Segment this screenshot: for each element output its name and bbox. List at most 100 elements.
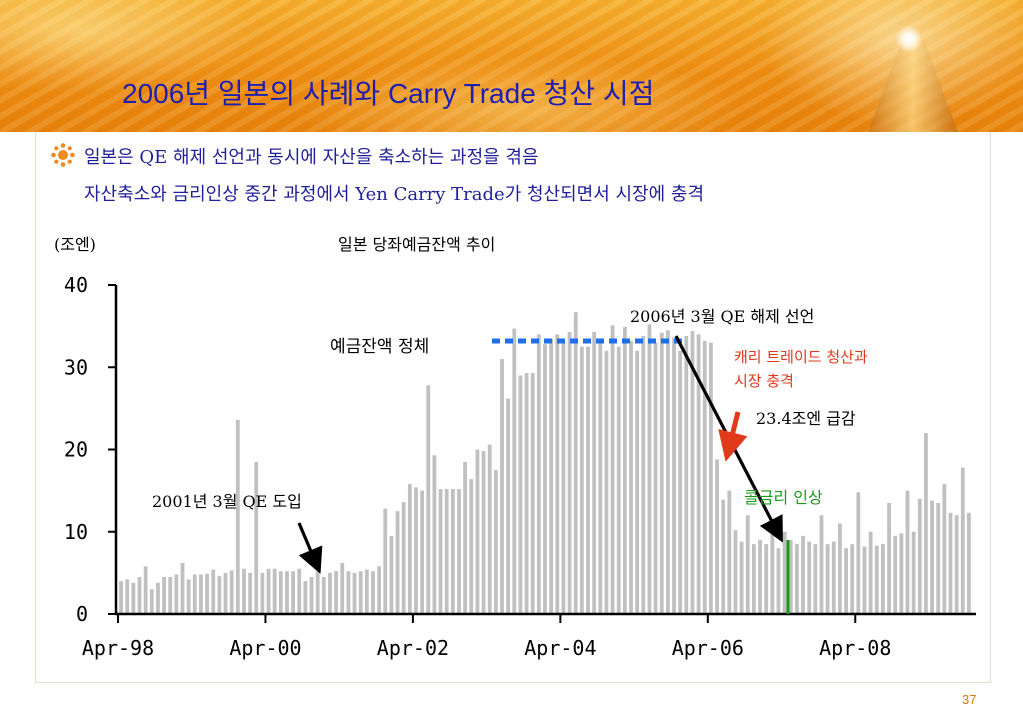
bar bbox=[481, 451, 486, 614]
bar bbox=[235, 419, 240, 614]
x-tick-label: Apr-00 bbox=[229, 636, 301, 660]
bar bbox=[174, 574, 179, 614]
bar bbox=[856, 492, 861, 614]
bar bbox=[758, 539, 762, 614]
bar bbox=[364, 569, 369, 614]
bar bbox=[641, 336, 646, 614]
bar bbox=[881, 544, 885, 614]
bar bbox=[616, 346, 621, 614]
bar bbox=[899, 533, 904, 614]
y-tick-label: 20 bbox=[64, 438, 88, 462]
bar bbox=[352, 572, 357, 615]
bar bbox=[506, 398, 511, 614]
chart-title: 일본 당좌예금잔액 추이 bbox=[338, 235, 495, 254]
bar bbox=[371, 571, 375, 614]
bar bbox=[395, 511, 400, 614]
bar bbox=[248, 572, 252, 615]
bar bbox=[457, 488, 461, 614]
bar bbox=[543, 344, 547, 614]
qe-end-label: 2006년 3월 QE 해제 선언 bbox=[630, 307, 814, 326]
bar bbox=[647, 324, 652, 614]
x-tick-label: Apr-08 bbox=[819, 636, 891, 660]
carry-unwind-label-line1: 캐리 트레이드 청산과 bbox=[734, 348, 868, 366]
bar bbox=[328, 572, 332, 615]
bar bbox=[960, 467, 965, 614]
x-tick-label: Apr-06 bbox=[672, 636, 744, 660]
bar bbox=[199, 574, 203, 614]
bar bbox=[518, 375, 523, 614]
bar bbox=[942, 484, 947, 614]
y-tick-label: 40 bbox=[64, 273, 88, 297]
bar bbox=[414, 487, 418, 614]
bar bbox=[450, 488, 455, 614]
sun-bullet-icon bbox=[51, 143, 75, 167]
bar bbox=[862, 546, 867, 614]
bar bbox=[567, 331, 572, 614]
bar bbox=[936, 502, 941, 614]
bar bbox=[604, 350, 609, 614]
bar bbox=[180, 563, 185, 614]
bar bbox=[917, 498, 922, 614]
bar bbox=[905, 490, 910, 615]
slide-title: 2006년 일본의 사례와 Carry Trade 청산 시점 bbox=[122, 78, 655, 109]
bar bbox=[285, 571, 289, 614]
bar bbox=[272, 568, 277, 614]
bar bbox=[168, 576, 173, 614]
bar bbox=[838, 523, 842, 614]
bar bbox=[149, 589, 154, 614]
stagnation-label: 예금잔액 정체 bbox=[330, 337, 429, 357]
bar bbox=[721, 499, 726, 614]
bar bbox=[659, 332, 664, 614]
bar bbox=[690, 331, 695, 614]
bar bbox=[444, 488, 449, 614]
bar bbox=[119, 581, 123, 614]
y-tick-label: 0 bbox=[76, 602, 88, 626]
bullet-text-2: 자산축소와 금리인상 중간 과정에서 Yen Carry Trade가 청산되면… bbox=[84, 184, 705, 205]
bar bbox=[242, 568, 246, 614]
y-axis-ticks: 0 10 20 30 40 bbox=[64, 273, 116, 626]
bar bbox=[463, 461, 468, 614]
bar bbox=[536, 334, 541, 614]
bar bbox=[420, 490, 425, 615]
bullet-text-1: 일본은 QE 해제 선언과 동시에 자산을 축소하는 과정을 겪음 bbox=[84, 147, 539, 168]
bar bbox=[653, 342, 658, 614]
bar bbox=[315, 571, 320, 614]
bar bbox=[432, 455, 437, 614]
bar bbox=[967, 512, 971, 614]
rate-hike-label: 콜금리 인상 bbox=[744, 488, 823, 507]
bar bbox=[696, 334, 701, 614]
bar bbox=[672, 337, 676, 614]
header-banner bbox=[0, 0, 1023, 132]
qe-intro-arrow bbox=[297, 522, 323, 574]
bar bbox=[530, 373, 535, 614]
x-axis-ticks: Apr-98 Apr-00 Apr-02 Apr-04 Apr-06 Apr-08 bbox=[82, 614, 891, 660]
bar-series bbox=[119, 312, 971, 615]
bar bbox=[254, 461, 259, 614]
bar bbox=[715, 459, 719, 614]
banner-sparkle-icon bbox=[896, 26, 922, 52]
bar bbox=[487, 444, 492, 614]
bar bbox=[260, 572, 265, 615]
bar bbox=[211, 569, 216, 614]
bar bbox=[924, 433, 928, 614]
bar bbox=[223, 572, 228, 615]
bar bbox=[266, 568, 271, 614]
qe-intro-label: 2001년 3월 QE 도입 bbox=[152, 492, 302, 511]
bar bbox=[297, 568, 302, 614]
x-tick-label: Apr-02 bbox=[377, 636, 449, 660]
bar bbox=[573, 312, 578, 614]
bar bbox=[930, 500, 934, 614]
bar bbox=[561, 340, 566, 614]
bar bbox=[665, 330, 670, 614]
bar bbox=[622, 326, 627, 614]
bar bbox=[819, 515, 824, 614]
bar bbox=[346, 571, 351, 614]
bar bbox=[321, 576, 326, 614]
page-number: 37 bbox=[962, 692, 977, 707]
bar bbox=[893, 535, 898, 614]
bar bbox=[708, 342, 713, 614]
red-down-arrow bbox=[718, 411, 748, 462]
bar bbox=[143, 566, 148, 614]
bar bbox=[592, 331, 597, 614]
bar bbox=[831, 541, 836, 614]
